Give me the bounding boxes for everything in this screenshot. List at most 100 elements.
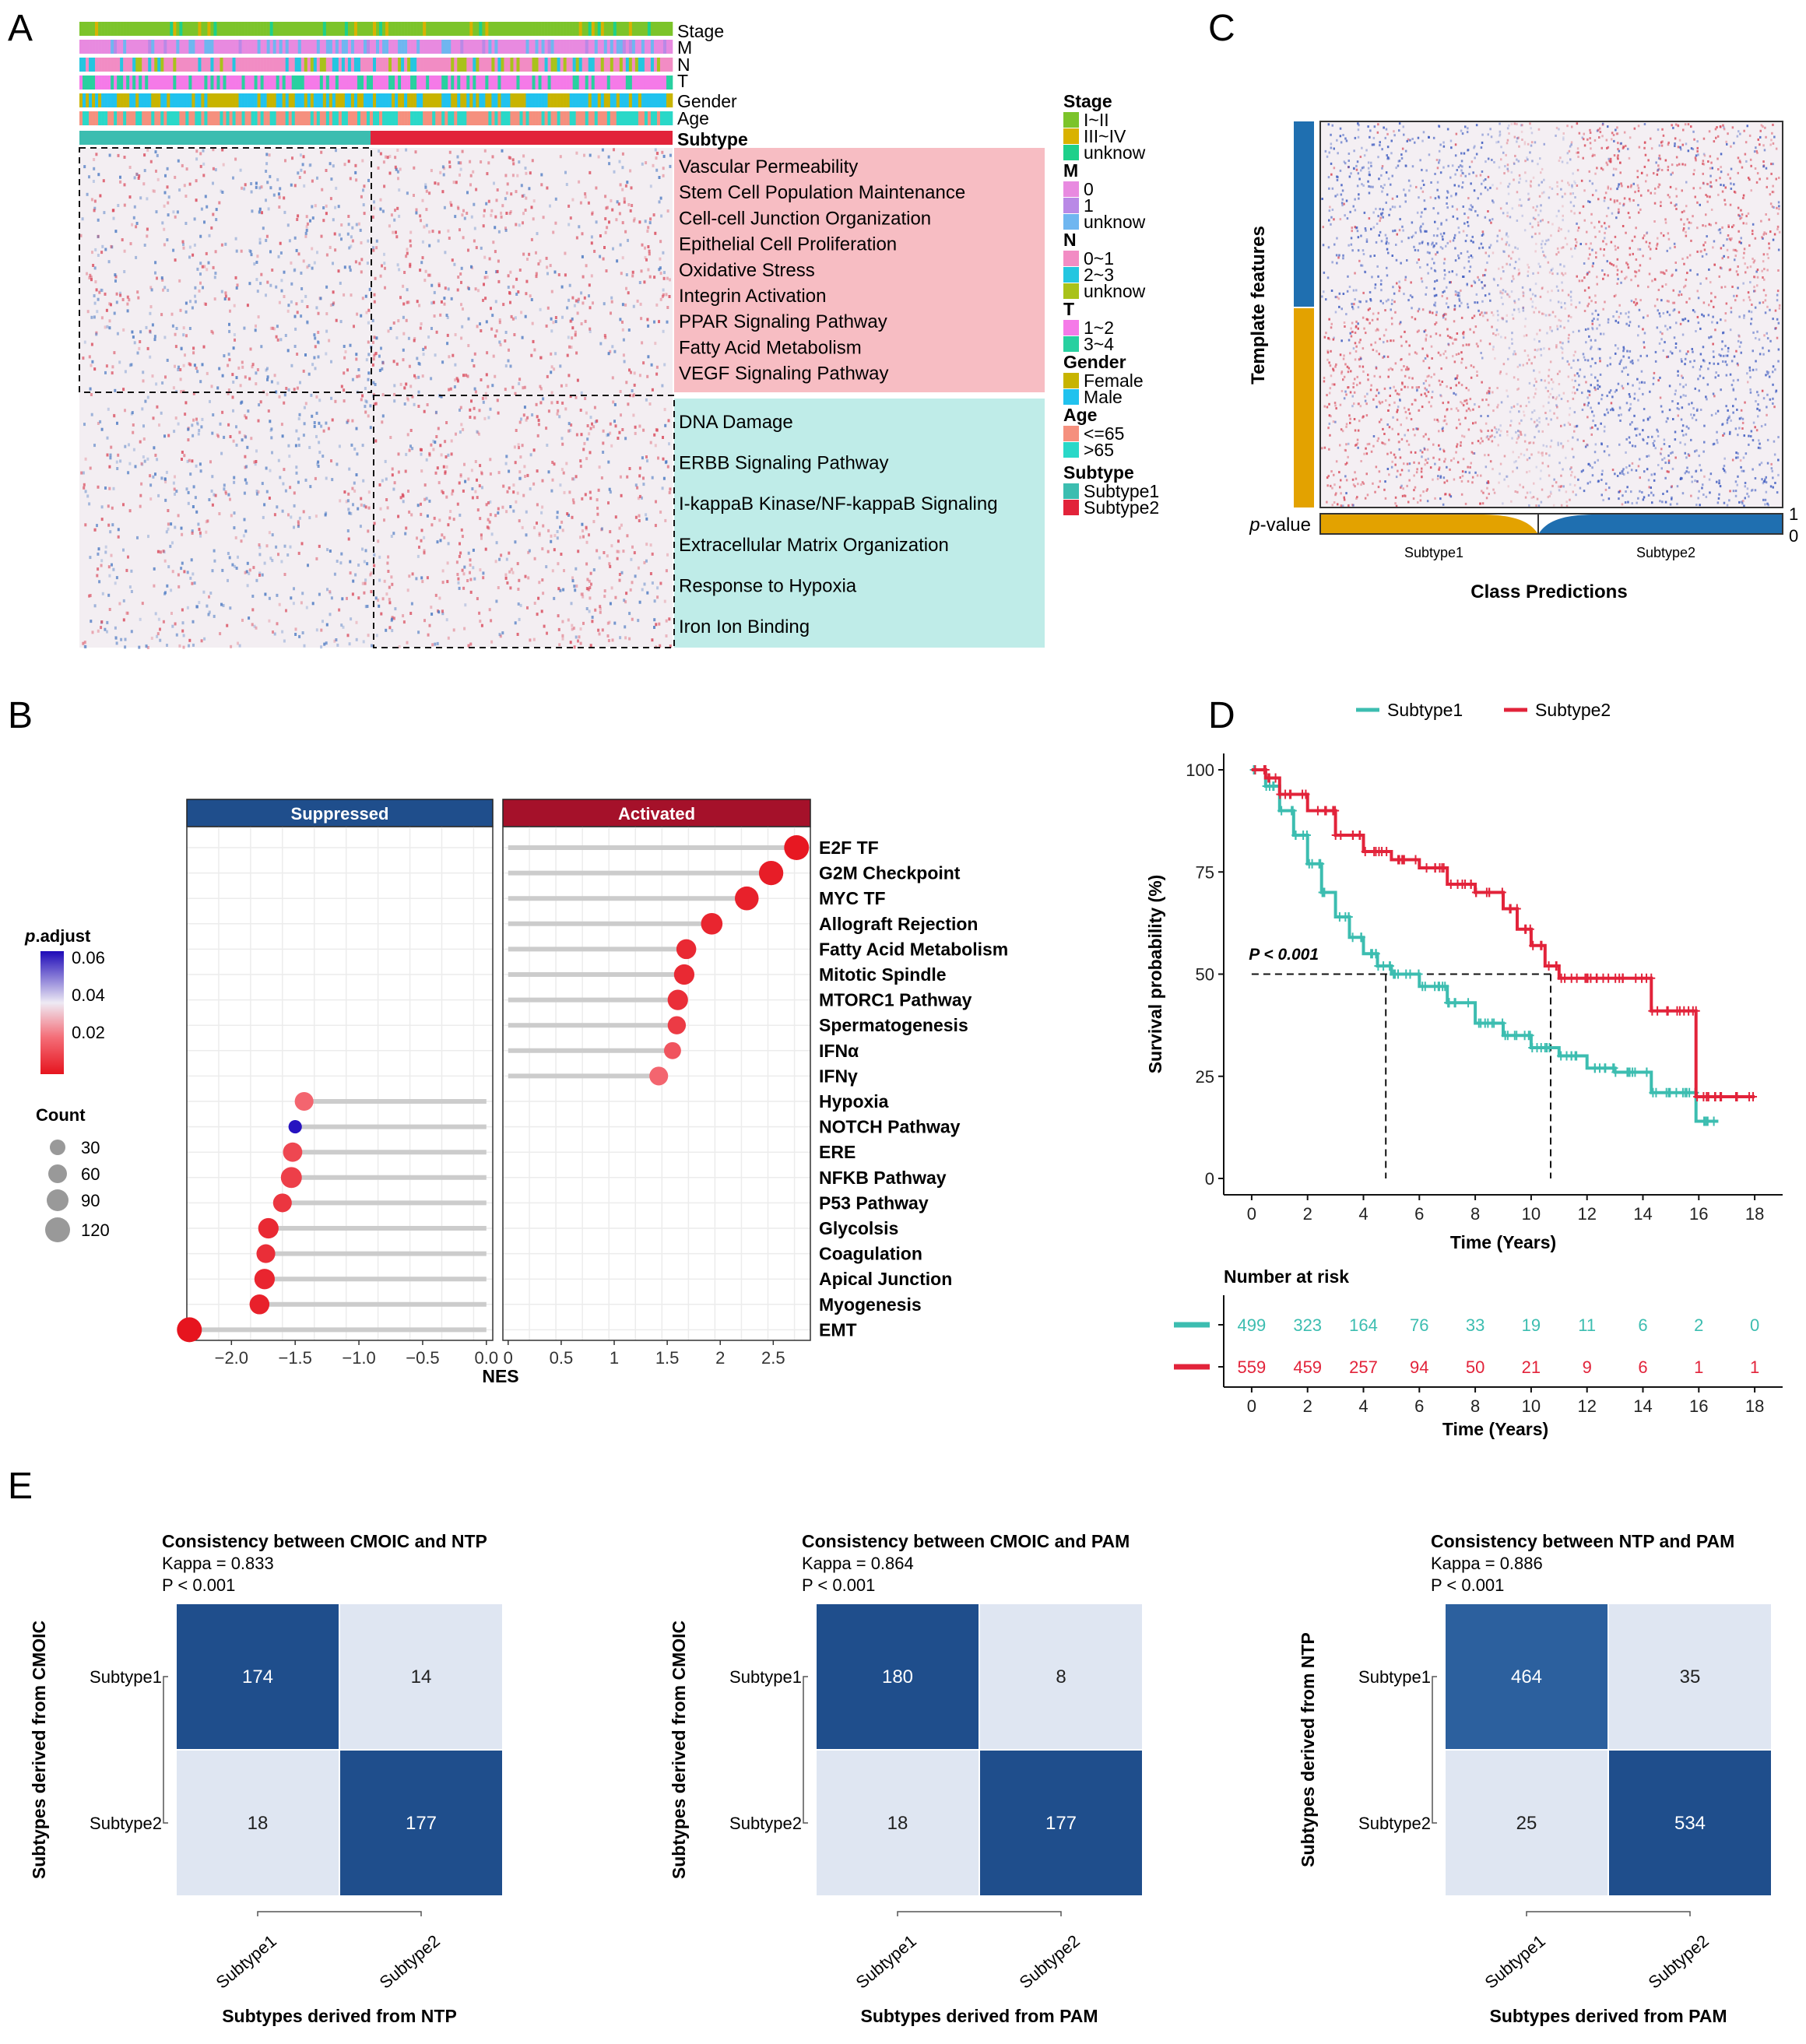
heat-cell [579, 465, 582, 469]
track-cell [585, 22, 589, 36]
heat-cell [495, 541, 498, 545]
heat-cell [222, 603, 225, 607]
heat-cell [504, 364, 508, 368]
ntp-heat-cell [1418, 196, 1420, 199]
track-cell [350, 76, 355, 90]
heat-cell [191, 434, 195, 437]
ntp-heat-cell [1552, 504, 1555, 507]
heat-cell [114, 275, 118, 279]
ntp-heat-cell [1356, 160, 1359, 163]
heat-cell [203, 637, 206, 641]
heat-cell [272, 630, 274, 634]
heat-cell [314, 204, 317, 208]
heat-cell [304, 294, 307, 298]
ntp-heat-cell [1520, 430, 1522, 434]
heat-cell [141, 407, 144, 411]
track-cell [544, 111, 548, 125]
track-cell [313, 76, 318, 90]
heat-cell [121, 238, 124, 242]
heat-cell [122, 328, 125, 332]
ntp-heat-cell [1472, 422, 1474, 425]
heat-cell [647, 324, 650, 328]
ntp-heat-cell [1432, 311, 1434, 314]
heat-cell [655, 365, 659, 369]
heat-cell [599, 605, 602, 609]
heat-cell [351, 226, 354, 230]
ntp-heat-cell [1498, 267, 1500, 270]
heat-cell [104, 545, 107, 549]
heat-cell [227, 423, 230, 427]
track-cell [89, 111, 93, 125]
heat-cell [311, 602, 314, 606]
ntp-heat-cell [1615, 388, 1618, 392]
heat-cell [483, 149, 487, 153]
heat-cell [425, 208, 428, 212]
ntp-heat-cell [1428, 437, 1430, 441]
heat-cell [347, 160, 350, 163]
ntp-heat-cell [1446, 465, 1448, 469]
track-cell [213, 58, 217, 72]
heat-cell [476, 508, 480, 512]
heat-cell [224, 490, 227, 494]
heat-cell [237, 641, 239, 645]
heat-cell [645, 161, 648, 165]
heat-cell [336, 643, 339, 647]
ntp-heat-cell [1688, 427, 1690, 430]
heat-cell [137, 296, 140, 300]
ntp-heat-cell [1568, 149, 1571, 153]
ntp-heat-cell [1556, 372, 1559, 375]
ntp-heat-cell [1328, 402, 1330, 406]
heat-cell [174, 622, 177, 626]
ntp-heat-cell [1365, 300, 1368, 303]
heat-cell [325, 421, 328, 425]
ntp-heat-cell [1510, 170, 1513, 174]
track-cell [404, 111, 408, 125]
heat-cell [462, 427, 465, 431]
ntp-heat-cell [1379, 375, 1382, 378]
heat-cell [108, 326, 111, 330]
heat-cell [489, 513, 492, 517]
ntp-heat-cell [1455, 427, 1458, 430]
heat-cell [241, 400, 244, 404]
track-cell [479, 22, 483, 36]
ntp-heat-cell [1425, 395, 1428, 398]
heat-cell [202, 162, 206, 166]
track-cell [117, 40, 121, 54]
track-cell [482, 93, 486, 107]
ntp-heat-cell [1687, 453, 1690, 456]
heat-cell [193, 243, 196, 247]
heat-cell [424, 183, 427, 187]
heat-cell [423, 409, 426, 413]
heat-cell [585, 587, 589, 590]
heat-cell [305, 225, 308, 229]
heat-cell [367, 634, 370, 637]
track-cell [594, 93, 599, 107]
track-cell [619, 58, 624, 72]
legend-title: Age [1063, 405, 1097, 425]
track-cell [294, 93, 299, 107]
track-cell [304, 76, 308, 90]
heat-cell [152, 416, 155, 420]
heat-cell [387, 555, 390, 559]
ntp-heat-cell [1655, 248, 1657, 250]
heat-cell [136, 351, 139, 355]
heat-cell [459, 173, 461, 177]
track-cell [120, 93, 124, 107]
heat-cell [550, 391, 553, 395]
track-cell [444, 76, 448, 90]
heat-cell [250, 190, 253, 194]
heat-cell [554, 352, 557, 356]
track-cell [142, 22, 146, 36]
heat-cell [378, 354, 381, 358]
heat-cell [508, 570, 511, 574]
ntp-heat-cell [1530, 362, 1533, 365]
heat-cell [364, 399, 367, 403]
heat-cell [538, 532, 541, 536]
heat-cell [421, 198, 424, 202]
heat-cell [297, 551, 300, 555]
heat-cell [561, 529, 564, 532]
heat-cell [641, 588, 644, 592]
ntp-heat-cell [1702, 301, 1706, 304]
track-cell [173, 22, 177, 36]
ntp-heat-cell [1454, 173, 1456, 176]
